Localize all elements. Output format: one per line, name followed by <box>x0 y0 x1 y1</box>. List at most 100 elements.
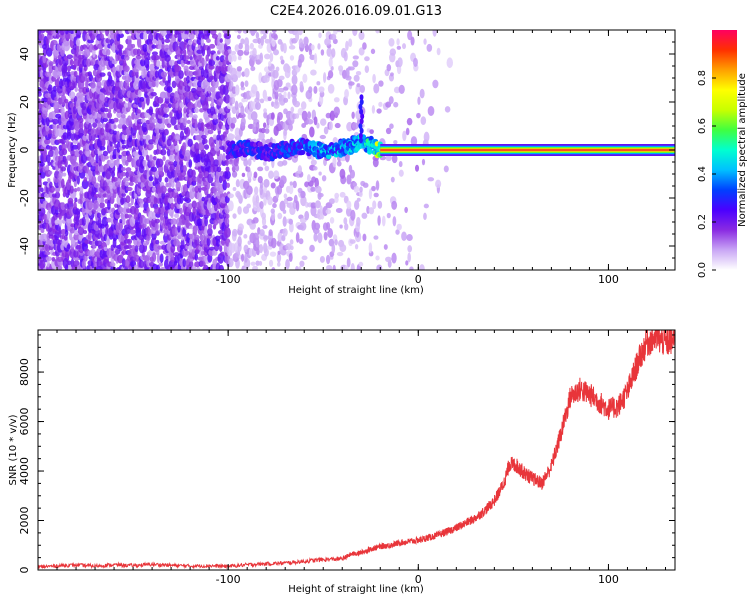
heatmap-cell <box>73 188 78 193</box>
heatmap-cell <box>278 75 285 81</box>
heatmap-cell <box>304 210 310 221</box>
heatmap-cell <box>75 208 81 216</box>
heatmap-cell <box>234 44 240 52</box>
heatmap-cell <box>131 74 135 84</box>
heatmap-cell <box>79 94 85 103</box>
heatmap-cell <box>131 43 136 49</box>
heatmap-cell <box>334 192 340 199</box>
heatmap-cell <box>139 202 145 208</box>
heatmap-cell <box>203 138 208 144</box>
heatmap-cell <box>123 224 130 230</box>
heatmap-cell <box>206 38 211 43</box>
heatmap-cell <box>279 55 284 61</box>
heatmap-cell <box>87 97 94 102</box>
heatmap-cell <box>419 264 425 270</box>
snr-y-label: SNR (10 * v/v) <box>8 414 19 485</box>
heatmap-cell <box>46 259 50 268</box>
heatmap-cell <box>127 202 132 208</box>
heatmap-cell <box>122 258 126 268</box>
heatmap-cell <box>393 101 399 108</box>
heatmap-cell <box>163 105 170 113</box>
heatmap-cell <box>358 103 363 110</box>
heatmap-cell <box>124 181 130 187</box>
heatmap-cell <box>60 105 65 117</box>
heatmap-cell <box>257 166 264 172</box>
heatmap-cell <box>157 96 164 104</box>
heatmap-cell <box>224 94 231 104</box>
heatmap-cell <box>60 166 67 172</box>
heatmap-cell <box>322 72 327 84</box>
heatmap-cell <box>68 91 76 99</box>
heatmap-cell <box>332 264 336 270</box>
heatmap-cell <box>352 182 358 187</box>
heatmap-cell <box>272 69 279 79</box>
heatmap-cell <box>316 122 320 129</box>
heatmap-cell <box>144 111 149 119</box>
heatmap-cell <box>263 235 270 240</box>
heatmap-cell <box>160 30 167 37</box>
heatmap-cell <box>282 228 288 237</box>
heatmap-cell <box>81 216 86 226</box>
heatmap-cell <box>85 58 92 67</box>
spectrogram-panel: -100 0 100 -40 -20 0 20 40 Height of straight … <box>7 29 676 296</box>
heatmap-cell <box>155 264 161 270</box>
heatmap-cell <box>64 30 69 35</box>
heatmap-cell <box>329 110 336 121</box>
heatmap-cell <box>81 101 87 111</box>
heatmap-cell <box>283 97 289 103</box>
heatmap-cell <box>189 59 197 67</box>
heatmap-cell <box>252 265 259 270</box>
heatmap-cell <box>155 78 159 88</box>
heatmap-cell <box>223 117 227 123</box>
heatmap-cell <box>66 71 71 77</box>
heatmap-cell <box>293 100 301 108</box>
heatmap-cell <box>307 111 312 119</box>
heatmap-cell <box>99 72 106 77</box>
heatmap-cell <box>204 127 210 136</box>
heatmap-cell <box>56 265 63 270</box>
snr-x-tick-label: 0 <box>415 573 422 586</box>
heatmap-cell <box>153 243 161 252</box>
heatmap-cell <box>197 190 202 202</box>
heatmap-cell <box>166 30 174 36</box>
heatmap-cell <box>330 33 337 41</box>
heatmap-cell <box>183 65 189 72</box>
heatmap-cell <box>60 80 65 87</box>
heatmap-cell <box>345 40 349 52</box>
heatmap-cell <box>41 233 48 242</box>
heatmap-cell <box>277 231 283 243</box>
heatmap-cell <box>349 239 356 244</box>
heatmap-cell <box>359 108 364 115</box>
heatmap-cell <box>279 243 285 254</box>
heatmap-cell <box>295 232 300 243</box>
heatmap-cell <box>272 138 276 145</box>
heatmap-cell <box>61 228 67 236</box>
heatmap-cell <box>269 251 277 257</box>
heatmap-cell <box>118 164 124 174</box>
heatmap-cell <box>112 232 118 242</box>
heatmap-cell <box>154 127 161 134</box>
heatmap-cell <box>60 202 66 211</box>
heatmap-cell <box>343 51 348 62</box>
heatmap-cell <box>419 88 425 99</box>
heatmap-cell <box>179 207 183 215</box>
heatmap-cell <box>198 118 203 124</box>
heatmap-cell <box>435 179 442 189</box>
heatmap-cell <box>388 37 395 47</box>
heatmap-cell <box>207 85 211 94</box>
snr-series-line <box>38 330 675 570</box>
heatmap-cell <box>161 58 165 69</box>
heatmap-cell <box>136 37 142 48</box>
heatmap-cell <box>276 252 282 263</box>
heatmap-cell <box>126 186 133 192</box>
heatmap-cell <box>237 30 242 34</box>
heatmap-cell <box>252 217 259 224</box>
heatmap-cell <box>152 252 157 263</box>
heatmap-cell <box>288 252 293 262</box>
heatmap-cell <box>359 94 364 101</box>
heatmap-cell <box>318 86 325 93</box>
chart-title: C2E4.2026.016.09.01.G13 <box>270 4 442 19</box>
heatmap-cell <box>282 216 287 227</box>
heatmap-cell <box>299 217 307 224</box>
heatmap-cell <box>377 215 381 226</box>
